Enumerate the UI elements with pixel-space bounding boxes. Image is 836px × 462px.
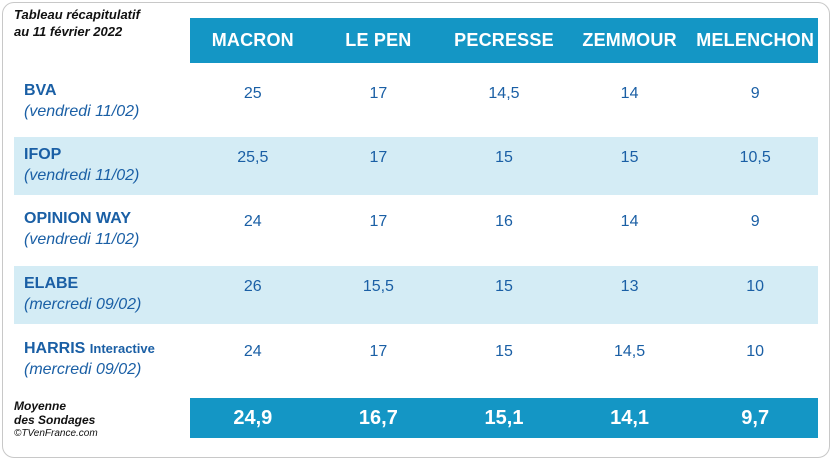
- poll-date: (vendredi 11/02): [24, 231, 140, 248]
- pollster-name-text: HARRIS: [24, 340, 86, 357]
- header-candidate: MELENCHON: [696, 30, 815, 50]
- poll-value: 10,5: [739, 149, 771, 166]
- average-label-line-2: des Sondages: [14, 413, 96, 427]
- table-row: HARRIS Interactive (mercredi 09/02) 24 1…: [14, 331, 818, 389]
- poll-value: 14,5: [614, 343, 646, 360]
- poll-value: 17: [369, 85, 388, 102]
- header-candidate: PECRESSE: [454, 30, 554, 50]
- table-frame: [2, 2, 830, 458]
- poll-value: 25: [243, 85, 262, 102]
- poll-value: 17: [369, 343, 388, 360]
- poll-value: 10: [746, 343, 765, 360]
- poll-value: 15,5: [362, 278, 394, 295]
- poll-value: 17: [369, 213, 388, 230]
- poll-value: 14,5: [488, 85, 520, 102]
- table-row: OPINION WAY (vendredi 11/02) 24 17 16 14…: [14, 201, 818, 259]
- poll-value: 26: [243, 278, 262, 295]
- pollster-name-text: IFOP: [24, 146, 62, 163]
- poll-value: 24: [243, 343, 262, 360]
- poll-value: 9: [750, 213, 760, 230]
- poll-value: 15: [620, 149, 639, 166]
- poll-value: 17: [369, 149, 388, 166]
- poll-label: BVA (vendredi 11/02): [14, 73, 190, 131]
- poll-value: 9: [750, 85, 760, 102]
- pollster-name-text: ELABE: [24, 275, 79, 292]
- average-value: 14,1: [610, 406, 650, 429]
- poll-date: (vendredi 11/02): [24, 167, 140, 184]
- average-value: 9,7: [741, 406, 770, 429]
- poll-label: IFOP (vendredi 11/02): [14, 137, 190, 195]
- pollster-name-text: BVA: [24, 82, 57, 99]
- poll-value: 24: [243, 213, 262, 230]
- average-label: Moyenne des Sondages ©TVenFrance.com: [14, 399, 184, 441]
- table-title: Tableau récapitulatif au 11 février 2022: [14, 6, 184, 40]
- header-candidate: ZEMMOUR: [582, 30, 677, 50]
- poll-value: 15: [495, 149, 513, 166]
- pollster-name: HARRIS Interactive: [24, 339, 190, 359]
- averages-bar: 24,9 16,7 15,1 14,1 9,7: [190, 398, 818, 438]
- table-row: BVA (vendredi 11/02) 25 17 14,5 14 9: [14, 73, 818, 131]
- source-credit: ©TVenFrance.com: [14, 428, 98, 439]
- pollster-name-text: OPINION WAY: [24, 210, 131, 227]
- poll-value: 10: [746, 278, 765, 295]
- poll-label: OPINION WAY (vendredi 11/02): [14, 201, 190, 259]
- average-label-line-1: Moyenne: [14, 399, 67, 413]
- pollster-name-suffix: Interactive: [89, 341, 155, 356]
- poll-value: 13: [620, 278, 639, 295]
- poll-value: 15: [495, 343, 513, 360]
- pollster-name: IFOP: [24, 145, 190, 165]
- poll-date: (mercredi 09/02): [24, 296, 142, 313]
- table-row: IFOP (vendredi 11/02) 25,5 17 15 15 10,5: [14, 137, 818, 195]
- average-value: 16,7: [358, 406, 398, 429]
- title-line-1: Tableau récapitulatif: [14, 7, 140, 22]
- average-value: 24,9: [233, 406, 273, 429]
- poll-value: 14: [620, 213, 639, 230]
- poll-value: 25,5: [237, 149, 269, 166]
- title-line-2: au 11 février 2022: [14, 24, 123, 39]
- average-value: 15,1: [484, 406, 524, 429]
- poll-date: (mercredi 09/02): [24, 361, 142, 378]
- header-candidate: MACRON: [211, 30, 294, 50]
- poll-label: ELABE (mercredi 09/02): [14, 266, 190, 324]
- header-candidate: LE PEN: [345, 30, 412, 50]
- poll-value: 16: [495, 213, 513, 230]
- candidates-header: MACRON LE PEN PECRESSE ZEMMOUR MELENCHON: [190, 18, 818, 63]
- poll-label: HARRIS Interactive (mercredi 09/02): [14, 331, 190, 389]
- pollster-name: ELABE: [24, 274, 190, 294]
- poll-value: 14: [620, 85, 639, 102]
- pollster-name: OPINION WAY: [24, 209, 190, 229]
- poll-value: 15: [495, 278, 513, 295]
- table-row: ELABE (mercredi 09/02) 26 15,5 15 13 10: [14, 266, 818, 324]
- pollster-name: BVA: [24, 81, 190, 101]
- poll-date: (vendredi 11/02): [24, 103, 140, 120]
